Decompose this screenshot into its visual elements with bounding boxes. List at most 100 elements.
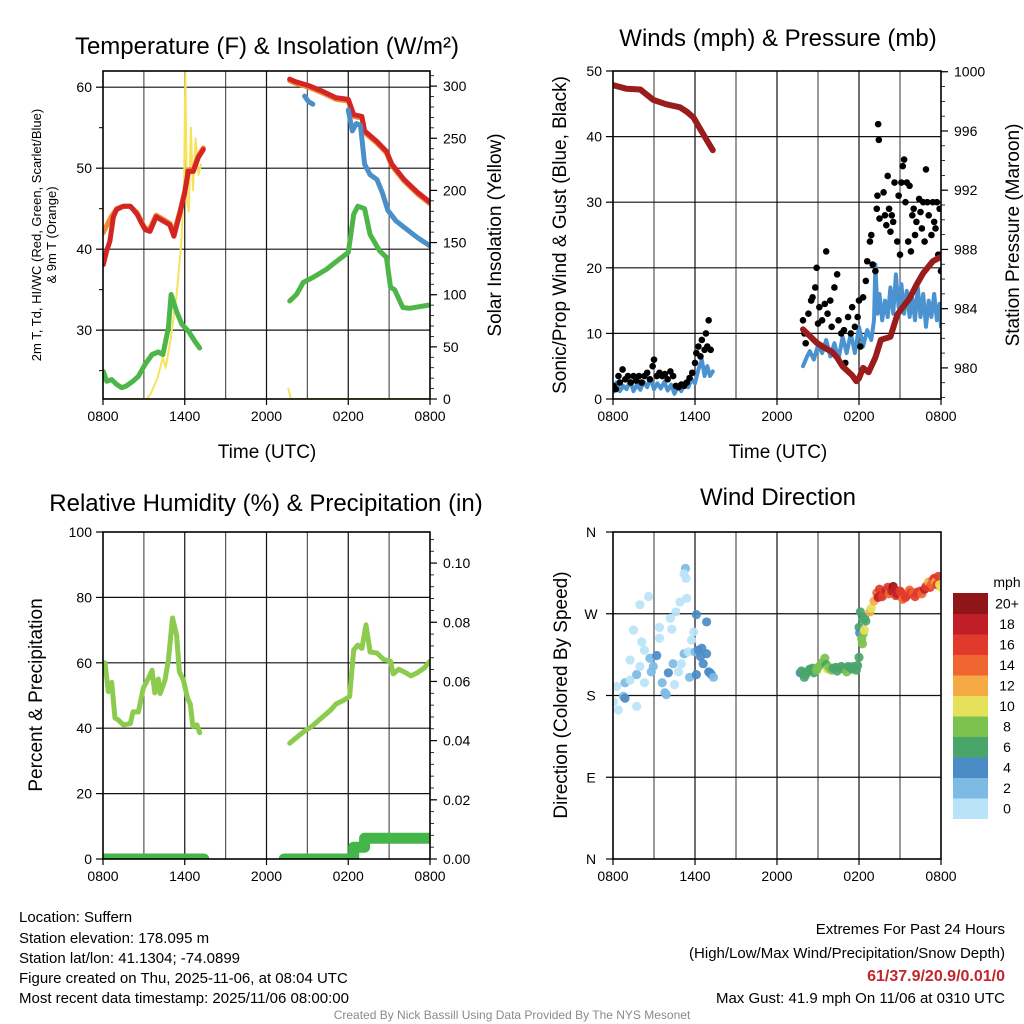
wind-direction-point bbox=[635, 600, 645, 610]
colorbar-label: 20+ bbox=[995, 595, 1019, 611]
winds-x-label: Time (UTC) bbox=[729, 442, 828, 463]
wind-gust-point bbox=[887, 228, 894, 236]
wind-gust-point bbox=[918, 225, 926, 232]
temperature-panel: 0800 1400 2000 0200 0800 30 40 50 60 0 50 100 150 200… bbox=[76, 70, 467, 424]
wind-gust-point bbox=[874, 192, 881, 199]
wind-gust-point bbox=[707, 346, 715, 354]
wind-direction-point bbox=[639, 645, 650, 655]
x-tick-label: 2000 bbox=[761, 868, 792, 884]
x-tick-label: 0200 bbox=[333, 408, 364, 424]
x-tick-label: 0800 bbox=[87, 408, 118, 424]
y2-tick-label: 0 bbox=[443, 391, 451, 407]
wind-direction-point bbox=[681, 573, 691, 583]
colorbar-label: 0 bbox=[1003, 800, 1011, 816]
wind-gust-point bbox=[895, 192, 902, 199]
wind-gust-point bbox=[833, 271, 841, 278]
wind-gust-point bbox=[816, 303, 823, 311]
wind-gust-point bbox=[889, 218, 897, 226]
y-tick-label: 40 bbox=[76, 720, 92, 736]
precipitation-line bbox=[278, 832, 430, 859]
wind-gust-point bbox=[809, 294, 816, 301]
wind-chill-line bbox=[345, 107, 430, 249]
wind-direction-point bbox=[628, 625, 639, 635]
2m-temperature-line bbox=[287, 76, 430, 205]
wind-direction-point bbox=[702, 649, 712, 659]
wind-gust-point bbox=[876, 215, 883, 222]
wind-direction-point bbox=[663, 668, 673, 678]
wind-gust-point bbox=[847, 330, 855, 337]
wind-direction-point bbox=[668, 659, 678, 669]
wind-direction-point bbox=[648, 661, 658, 672]
wind-direction-panel: 0800 1400 2000 0200 0800NESWNmph024681012141… bbox=[584, 524, 1020, 884]
winds-panel-title: Winds (mph) & Pressure (mb) bbox=[619, 25, 936, 52]
wind-gust-point bbox=[910, 205, 917, 213]
wind-gust-point bbox=[921, 238, 928, 245]
y2-tick-label: 0.06 bbox=[443, 673, 470, 689]
humidity-grid bbox=[103, 532, 430, 859]
wind-gust-point bbox=[835, 316, 842, 324]
wind-direction-point bbox=[859, 625, 870, 635]
latlon-text: Station lat/lon: 41.1304; -74.0899 bbox=[19, 950, 240, 967]
wind-gust-point bbox=[937, 267, 941, 275]
wind-gust-point bbox=[874, 120, 882, 128]
y2-tick-label: 992 bbox=[954, 182, 978, 198]
wind-gust-point bbox=[661, 370, 669, 378]
colorbar-label: 12 bbox=[999, 677, 1015, 693]
wind-direction-point bbox=[853, 660, 863, 671]
wind-direction-point bbox=[661, 689, 671, 700]
colorbar-swatch bbox=[953, 736, 988, 758]
wind-direction-point bbox=[652, 650, 662, 661]
temperature-plot-frame bbox=[102, 70, 431, 400]
wind-y-label: Sonic/Prop Wind & Gust (Blue, Black) bbox=[550, 76, 571, 394]
wind-gust-point bbox=[899, 162, 907, 170]
extremes-title: Extremes For Past 24 Hours bbox=[816, 921, 1005, 938]
pressure-y-label: Station Pressure (Maroon) bbox=[1003, 124, 1024, 347]
speed-colorbar: mph 0 2 4 6 8 10 12 14 16 18 20+ bbox=[953, 574, 1021, 819]
winds-series bbox=[613, 82, 941, 396]
location-text: Location: Suffern bbox=[19, 909, 132, 926]
wind-gust-point bbox=[862, 277, 870, 285]
wind-gust-point bbox=[904, 238, 912, 245]
wind-gust-point bbox=[881, 212, 889, 219]
y-tick-label: 100 bbox=[69, 524, 93, 540]
station-pressure-line bbox=[800, 253, 941, 385]
x-tick-label: 0800 bbox=[414, 868, 445, 884]
x-tick-label: 0200 bbox=[843, 408, 874, 424]
wind-gust-point bbox=[917, 208, 924, 216]
x-tick-label: 0800 bbox=[597, 408, 628, 424]
wind-direction-point bbox=[861, 616, 871, 626]
wind-gust-point bbox=[906, 182, 913, 190]
wind-gust-point bbox=[913, 218, 920, 226]
station-info: Location: Suffern Station elevation: 178… bbox=[19, 909, 349, 1007]
temperature-x-label: Time (UTC) bbox=[218, 442, 317, 463]
relative-humidity-line bbox=[287, 622, 430, 746]
wind-gust-point bbox=[799, 316, 807, 324]
x-tick-label: 1400 bbox=[169, 408, 200, 424]
recent-data-text: Most recent data timestamp: 2025/11/06 0… bbox=[19, 990, 349, 1007]
y2-tick-label: 50 bbox=[443, 339, 459, 355]
colorbar-label: 6 bbox=[1003, 739, 1011, 755]
wind-gust-point bbox=[844, 313, 852, 321]
wind-gust-point bbox=[615, 372, 622, 380]
colorbar-label: 14 bbox=[999, 657, 1015, 673]
wind-direction-point bbox=[669, 680, 680, 690]
wind-direction-point bbox=[708, 672, 719, 682]
wind-gust-point bbox=[880, 189, 887, 196]
wind-gust-point bbox=[933, 198, 941, 206]
wind-gust-point bbox=[669, 372, 677, 380]
wind-direction-point bbox=[657, 678, 667, 688]
y-tick-label: 40 bbox=[586, 129, 602, 145]
wind-gust-point bbox=[891, 179, 898, 186]
wind-direction-point bbox=[702, 617, 712, 627]
colorbar-swatch bbox=[953, 777, 988, 799]
wind-gust-point bbox=[925, 212, 932, 219]
wind-gust-point bbox=[848, 303, 856, 311]
colorbar-swatch bbox=[953, 634, 988, 655]
wind-gust-point bbox=[688, 369, 696, 377]
y2-tick-label: 984 bbox=[954, 301, 978, 317]
y-tick-label: 50 bbox=[76, 160, 92, 176]
wind-gust-point bbox=[872, 267, 879, 275]
y-tick-label: W bbox=[584, 606, 598, 622]
wind-gust-point bbox=[898, 179, 905, 186]
wind-direction-grid bbox=[613, 532, 941, 859]
